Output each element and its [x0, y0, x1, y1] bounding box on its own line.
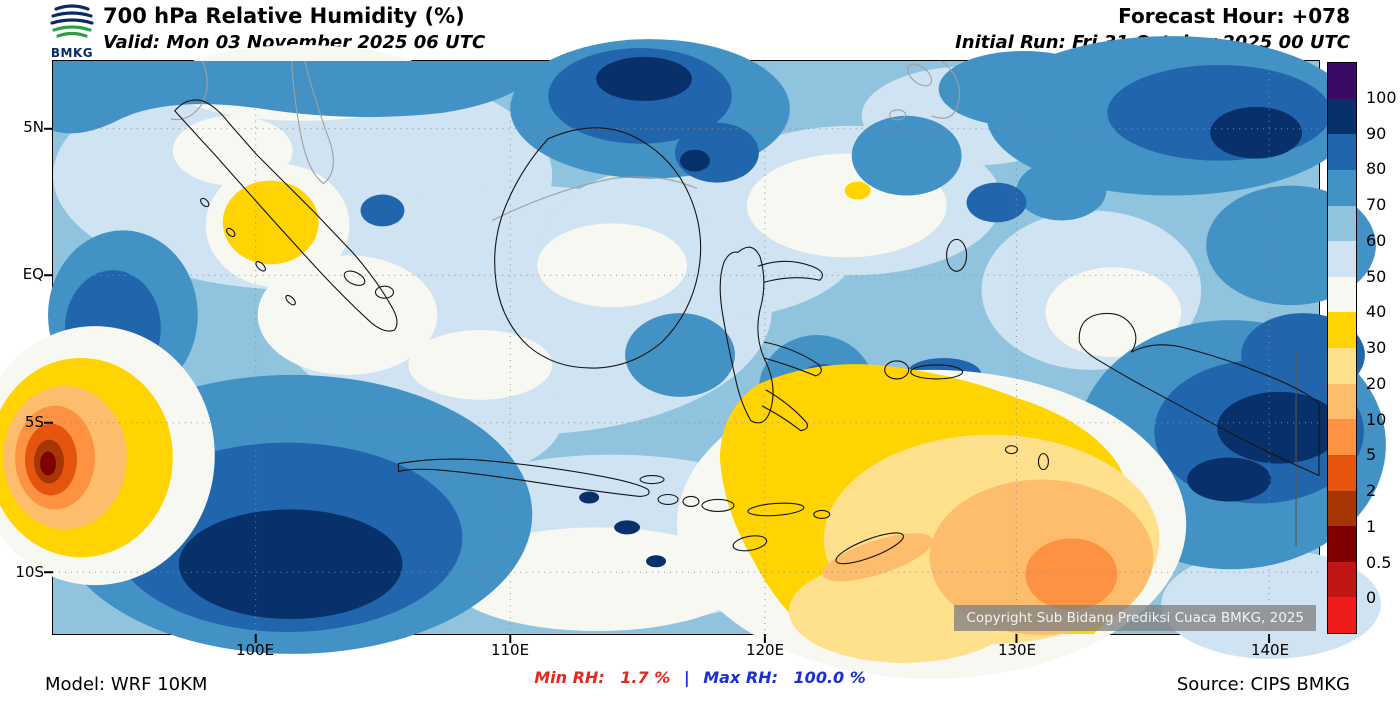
- page-title: 700 hPa Relative Humidity (%): [103, 4, 465, 28]
- colorbar-label: 5: [1366, 445, 1377, 465]
- colorbar-segment: [1328, 597, 1356, 633]
- source-label: Source: CIPS BMKG: [1176, 674, 1350, 695]
- valid-time-label: Valid: Mon 03 November 2025 06 UTC: [103, 32, 486, 53]
- axis-ticks: [44, 127, 1271, 643]
- colorbar-segment: [1328, 63, 1356, 99]
- foreign-coastlines: [170, 60, 1297, 547]
- lon-label: 100E: [235, 641, 275, 659]
- colorbar-label: 10: [1366, 409, 1387, 429]
- rh-dry-southeast-region: [677, 364, 1187, 679]
- lat-label: 5S: [24, 413, 44, 431]
- colorbar-label: 90: [1366, 123, 1387, 143]
- colorbar-segment: [1328, 454, 1356, 491]
- colorbar-labels: 100 90 80 70 60 50 40 30 20 10 5 2 1 0.5 0: [1366, 62, 1400, 634]
- colorbar: [1327, 62, 1357, 634]
- colorbar-segment: [1328, 526, 1356, 562]
- min-rh-value: 1.7 %: [620, 668, 671, 687]
- colorbar-label: 70: [1366, 195, 1387, 214]
- min-max-divider: |: [683, 668, 690, 687]
- lon-label: 140E: [1250, 641, 1290, 659]
- graticule: [53, 61, 1319, 634]
- colorbar-segment: [1328, 348, 1356, 384]
- colorbar-label: 1: [1366, 516, 1377, 536]
- colorbar-label: 100: [1366, 87, 1397, 107]
- colorbar-label: 60: [1366, 230, 1387, 250]
- max-rh-label: Max RH:: [703, 668, 778, 687]
- model-label: Model: WRF 10KM: [45, 674, 208, 695]
- colorbar-segment: [1328, 312, 1356, 348]
- colorbar-segment: [1328, 490, 1356, 527]
- min-max-rh: Min RH: 1.7 % | Max RH: 100.0 %: [0, 668, 1400, 687]
- rh-dry-west-core: [0, 326, 215, 586]
- colorbar-label: 80: [1366, 159, 1387, 179]
- colorbar-label: 50: [1366, 266, 1387, 286]
- colorbar-label: 40: [1366, 302, 1387, 322]
- lat-label: 5N: [23, 118, 44, 136]
- forecast-hour-label: Forecast Hour: +078: [1118, 4, 1350, 28]
- min-rh-label: Min RH:: [534, 668, 605, 687]
- humidity-field-svg: [0, 36, 1386, 679]
- colorbar-label: 30: [1366, 338, 1387, 357]
- colorbar-segment: [1328, 98, 1356, 135]
- colorbar-segment: [1328, 276, 1356, 313]
- coastlines: [174, 99, 1320, 565]
- colorbar-label: 2: [1366, 481, 1377, 500]
- colorbar-label: 0: [1366, 588, 1377, 608]
- colorbar-segment: [1328, 561, 1356, 598]
- lat-label: 10S: [15, 563, 44, 581]
- bmkg-globe-icon: [50, 4, 94, 38]
- colorbar-segment: [1328, 169, 1356, 206]
- colorbar-segment: [1328, 134, 1356, 170]
- colorbar-label: 0.5: [1366, 552, 1392, 572]
- humidity-map: Copyright Sub Bidang Prediksi Cuaca BMKG…: [0, 36, 1386, 679]
- colorbar-segment: [1328, 419, 1356, 455]
- lon-label: 130E: [997, 641, 1037, 659]
- bmkg-logo: BMKG: [44, 2, 100, 60]
- lat-label: EQ: [22, 265, 44, 283]
- bmkg-logo-label: BMKG: [50, 46, 94, 60]
- lon-label: 110E: [490, 641, 530, 659]
- colorbar-segment: [1328, 241, 1356, 277]
- colorbar-label: 20: [1366, 373, 1387, 393]
- lon-label: 120E: [745, 641, 785, 659]
- copyright-overlay: Copyright Sub Bidang Prediksi Cuaca BMKG…: [954, 605, 1316, 631]
- colorbar-segment: [1328, 205, 1356, 242]
- max-rh-value: 100.0 %: [793, 668, 866, 687]
- colorbar-segment: [1328, 383, 1356, 420]
